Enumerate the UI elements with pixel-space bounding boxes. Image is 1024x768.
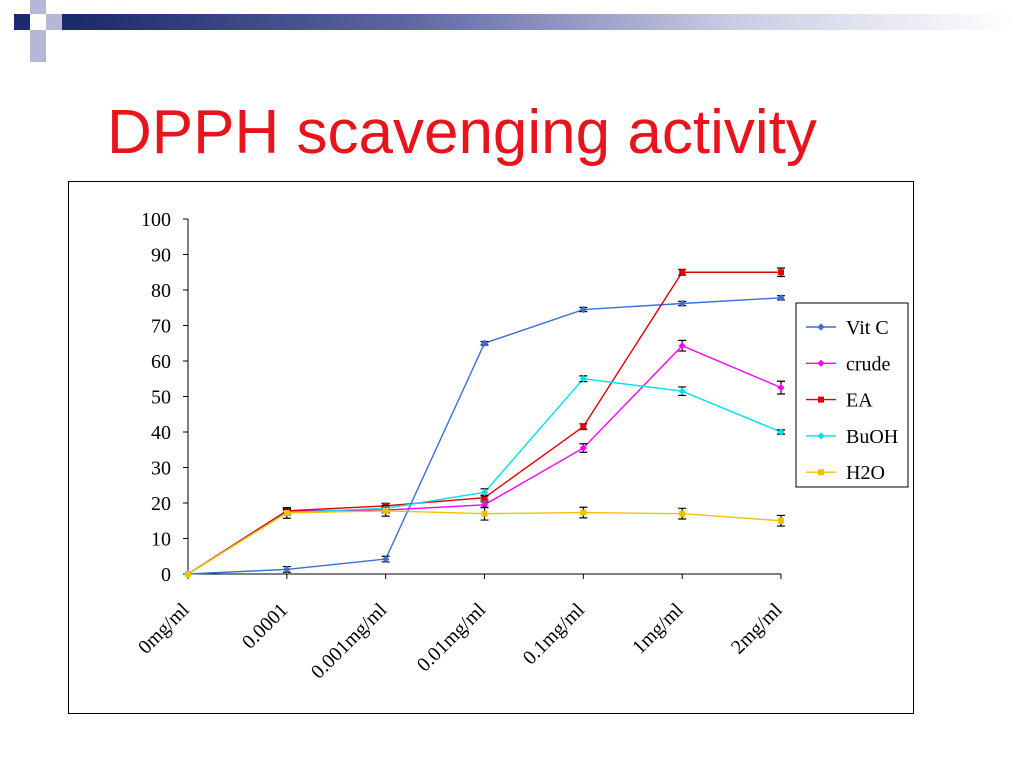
x-tick-label-0-01mg-ml: 0.01mg/ml bbox=[413, 599, 491, 677]
legend-label-ea: EA bbox=[846, 390, 873, 412]
x-tick-label-0-001mg-ml: 0.001mg/ml bbox=[307, 599, 392, 684]
legend-box bbox=[795, 302, 909, 488]
legend-entry-crude: crude bbox=[806, 353, 891, 375]
y-tick-label-100: 100 bbox=[141, 209, 171, 231]
buoh-point-3 bbox=[480, 488, 489, 496]
legend-marker-h2o bbox=[818, 469, 824, 476]
legend-label-h2o: H2O bbox=[846, 462, 885, 484]
h2o-point-3 bbox=[481, 510, 488, 517]
series-ea bbox=[185, 267, 785, 577]
decor-square bbox=[62, 14, 78, 30]
vit-c-point-5 bbox=[678, 299, 686, 308]
legend-marker-crude bbox=[817, 359, 825, 367]
vit-c-point-6 bbox=[777, 294, 785, 302]
header-gradient-bar bbox=[78, 14, 1014, 30]
buoh-line bbox=[187, 378, 782, 575]
h2o-point-0 bbox=[185, 571, 191, 577]
y-tick-label-80: 80 bbox=[151, 280, 171, 302]
x-tick-label-2mg-ml: 2mg/ml bbox=[727, 599, 787, 659]
crude-line bbox=[187, 344, 782, 575]
h2o-point-1 bbox=[283, 509, 290, 516]
dpph-line-chart: 0 10 20 30 40 50 60 70 80 90 100 0mg/ml 0.0001 0.001m… bbox=[134, 209, 909, 684]
x-tick-label-1mg-ml: 1mg/ml bbox=[628, 599, 688, 659]
y-tick-label-20: 20 bbox=[151, 493, 171, 515]
x-tick-label-0mg-ml: 0mg/ml bbox=[134, 599, 194, 659]
legend-marker-vit-c bbox=[817, 323, 825, 331]
legend-label-vit-c: Vit C bbox=[846, 317, 889, 339]
decor-square bbox=[30, 0, 46, 14]
x-tick-label-0-0001: 0.0001 bbox=[238, 599, 292, 653]
y-tick-label-60: 60 bbox=[151, 351, 171, 373]
y-tick-label-90: 90 bbox=[151, 245, 171, 267]
buoh-point-6 bbox=[777, 428, 785, 436]
vit-c-line bbox=[187, 297, 782, 575]
slide-title: DPPH scavenging activity bbox=[107, 98, 817, 167]
series-crude bbox=[184, 339, 785, 578]
series-h2o bbox=[185, 504, 785, 577]
crude-point-3 bbox=[480, 501, 489, 509]
legend-entry-vit-c: Vit C bbox=[806, 317, 889, 339]
buoh-point-4 bbox=[579, 375, 587, 383]
crude-point-6 bbox=[777, 384, 785, 392]
legend-label-crude: crude bbox=[846, 353, 891, 375]
y-tick-label-40: 40 bbox=[151, 422, 171, 444]
decor-square bbox=[30, 46, 46, 62]
y-tick-label-70: 70 bbox=[151, 316, 171, 338]
decor-square bbox=[14, 14, 30, 30]
ea-point-6 bbox=[778, 269, 784, 276]
h2o-point-4 bbox=[580, 509, 587, 516]
legend-label-buoh: BuOH bbox=[846, 426, 898, 448]
crude-point-5 bbox=[678, 342, 686, 350]
h2o-point-5 bbox=[679, 510, 686, 517]
vit-c-point-3 bbox=[480, 339, 489, 347]
ea-point-4 bbox=[580, 423, 587, 430]
legend-marker-ea bbox=[818, 396, 824, 403]
decor-square bbox=[30, 30, 46, 46]
y-tick-label-50: 50 bbox=[151, 387, 171, 409]
y-tick-label-10: 10 bbox=[151, 529, 171, 551]
ea-point-3 bbox=[481, 494, 488, 501]
decor-square bbox=[46, 14, 62, 30]
h2o-point-6 bbox=[778, 517, 784, 524]
legend-entry-ea: EA bbox=[806, 390, 873, 412]
ea-point-5 bbox=[679, 269, 686, 276]
x-tick-label-0-1mg-ml: 0.1mg/ml bbox=[519, 599, 589, 669]
series-vit-c bbox=[184, 294, 785, 578]
series-buoh bbox=[184, 375, 785, 578]
buoh-point-5 bbox=[678, 387, 686, 395]
chart-frame: 0 10 20 30 40 50 60 70 80 90 100 0mg/ml 0.0001 0.001m… bbox=[68, 181, 914, 714]
corner-decoration bbox=[0, 0, 78, 62]
y-tick-label-30: 30 bbox=[151, 458, 171, 480]
y-tick-label-0: 0 bbox=[161, 564, 171, 586]
legend: Vit C crude EA BuOH H2O bbox=[795, 302, 909, 488]
legend-entry-h2o: H2O bbox=[806, 462, 885, 484]
h2o-point-2 bbox=[382, 507, 389, 514]
crude-point-4 bbox=[579, 444, 587, 452]
vit-c-point-2 bbox=[382, 555, 390, 563]
ea-line bbox=[187, 271, 781, 575]
